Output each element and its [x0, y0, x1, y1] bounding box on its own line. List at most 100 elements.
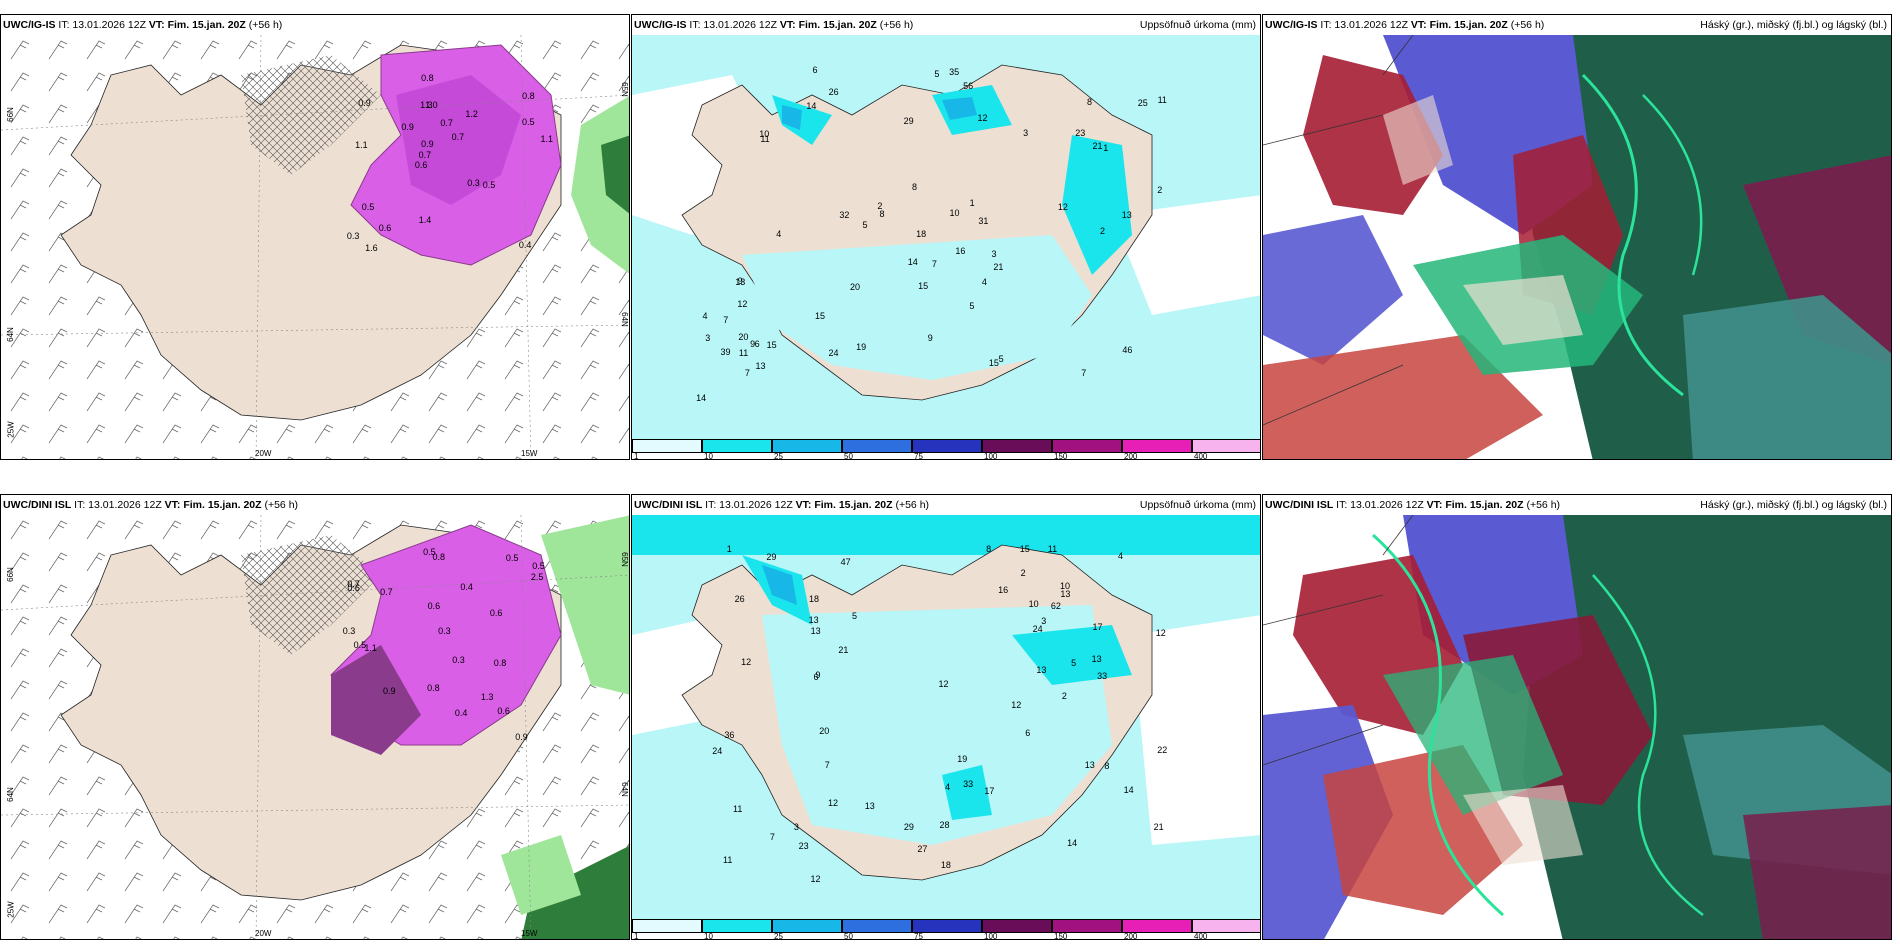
colorbar-swatch	[982, 439, 1052, 453]
cloud-map	[1263, 35, 1891, 459]
map-value-label: 14	[907, 257, 918, 268]
map-value-label: 1.1	[355, 139, 368, 150]
model-name: UWC/DINI ISL	[3, 499, 72, 511]
map-value-label: 7	[824, 760, 830, 771]
map-value-label: 13	[1121, 210, 1132, 221]
map-value-label: 5	[934, 68, 940, 79]
map-value-label: 12	[938, 678, 949, 689]
map-area	[1, 35, 629, 459]
map-value-label: 0.6	[489, 607, 503, 618]
model-name: UWC/DINI ISL	[634, 499, 703, 511]
panel-header: UWC/IG-IS IT: 13.01.2026 12Z VT: Fim. 15…	[1, 15, 629, 35]
map-value-label: 0.4	[454, 707, 468, 718]
map-value-label: 12	[1011, 699, 1022, 710]
map-value-label: 1.6	[365, 242, 378, 253]
valid-time: VT: Fim. 15.jan. 20Z	[164, 499, 262, 511]
precip-colorbar: 1 10 25 50 75 100 150 200 400	[632, 919, 1260, 940]
map-value-label: 0.9	[515, 731, 528, 742]
colorbar-swatch	[702, 439, 772, 453]
map-value-label: 2	[1157, 185, 1163, 196]
map-value-label: 11	[738, 347, 749, 358]
lon-label-20: 20W	[255, 929, 272, 938]
lead-time: (+56 h)	[1510, 19, 1545, 31]
model-name: UWC/IG-IS	[3, 19, 56, 31]
colorbar-tick-label: 1	[634, 932, 639, 940]
map-value-label: 0.4	[460, 581, 473, 592]
map-value-label: 9	[737, 275, 743, 286]
map-value-label: 12	[1057, 202, 1068, 213]
map-value-label: 32	[839, 210, 850, 221]
map-value-label: 4	[981, 276, 987, 287]
map-value-label: 47	[840, 556, 851, 567]
map-value-label: 0.5	[353, 640, 367, 651]
map-value-label: 31	[978, 215, 989, 226]
map-value-label: 11	[760, 133, 770, 144]
map-area	[632, 35, 1260, 441]
colorbar-tick-label: 75	[914, 452, 923, 460]
map-value-label: 10	[1060, 580, 1071, 591]
map-value-label: 19	[957, 753, 968, 764]
map-value-label: 1	[969, 198, 975, 209]
map-value-label: 18	[940, 859, 951, 870]
map-value-label: 0.7	[347, 578, 360, 589]
map-value-label: 0.3	[452, 654, 465, 665]
precip-colorbar: 1 10 25 50 75 100 150 200 400	[632, 439, 1260, 460]
panel-header: UWC/DINI ISL IT: 13.01.2026 12Z VT: Fim.…	[1, 495, 629, 515]
panel-header: UWC/IG-IS IT: 13.01.2026 12Z VT: Fim. 15…	[1263, 15, 1891, 35]
map-value-label: 13	[810, 625, 821, 636]
panel-cloud-dini: UWC/DINI ISL IT: 13.01.2026 12Z VT: Fim.…	[1262, 494, 1892, 940]
colorbar-tick-label: 150	[1054, 932, 1068, 940]
lat-label-66: 66N	[5, 567, 15, 582]
map-value-label: 33	[1097, 670, 1108, 681]
lat-label-66: 66N	[5, 107, 15, 122]
map-value-label: 0.8	[522, 91, 535, 102]
map-value-label: 1.3	[420, 99, 433, 110]
lead-time: (+56 h)	[264, 499, 299, 511]
map-value-label: 12	[1155, 628, 1166, 639]
map-value-label: 35	[949, 67, 960, 78]
panel-header: UWC/IG-IS IT: 13.01.2026 12Z VT: Fim. 15…	[632, 15, 1260, 35]
map-value-label: 15	[766, 339, 777, 350]
map-value-label: 6	[812, 65, 818, 76]
colorbar-swatch	[912, 919, 982, 933]
map-value-label: 15	[1019, 544, 1030, 555]
map-value-label: 5	[862, 220, 868, 231]
map-value-label: 9	[927, 332, 933, 343]
colorbar-swatch	[632, 919, 702, 933]
colorbar-swatch	[912, 439, 982, 453]
map-value-label: 16	[955, 245, 966, 256]
precip-map	[632, 515, 1260, 921]
colorbar-tick-label: 10	[704, 452, 713, 460]
map-value-label: 12	[810, 873, 821, 884]
colorbar-swatch	[1122, 919, 1192, 933]
map-value-label: 0.6	[378, 223, 392, 234]
colorbar-swatch	[842, 439, 912, 453]
map-value-label: 1	[726, 544, 732, 555]
lead-time: (+56 h)	[1526, 499, 1561, 511]
map-value-label: 0.8	[421, 72, 434, 83]
panel-wind-precip-igis: UWC/IG-IS IT: 13.01.2026 12Z VT: Fim. 15…	[0, 14, 630, 460]
map-value-label: 13	[1036, 665, 1047, 676]
map-value-label: 20	[850, 281, 861, 292]
field-title: Uppsöfnuð úrkoma (mm)	[1139, 19, 1256, 31]
colorbar-swatch	[1122, 439, 1192, 453]
model-name: UWC/DINI ISL	[1265, 499, 1334, 511]
panel-cloud-igis: UWC/IG-IS IT: 13.01.2026 12Z VT: Fim. 15…	[1262, 14, 1892, 460]
map-value-label: 21	[838, 644, 849, 655]
map-value-label: 21	[1153, 822, 1164, 833]
init-time: IT: 13.01.2026 12Z	[705, 499, 793, 511]
map-value-label: 18	[916, 229, 927, 240]
map-value-label: 15	[815, 310, 826, 321]
map-value-label: 15	[918, 281, 929, 292]
map-value-label: 11	[1047, 544, 1058, 555]
map-value-label: 20	[819, 726, 830, 737]
map-value-label: 6	[1025, 728, 1031, 739]
map-value-label: 29	[903, 115, 914, 126]
map-value-label: 24	[712, 745, 723, 756]
lat-label-65-right: 65N	[619, 552, 629, 567]
map-value-label: 16	[998, 585, 1009, 596]
init-time: IT: 13.01.2026 12Z	[74, 499, 162, 511]
map-value-label: 14	[1123, 784, 1134, 795]
map-value-label: 0.3	[342, 626, 356, 637]
map-value-label: 29	[903, 821, 914, 832]
